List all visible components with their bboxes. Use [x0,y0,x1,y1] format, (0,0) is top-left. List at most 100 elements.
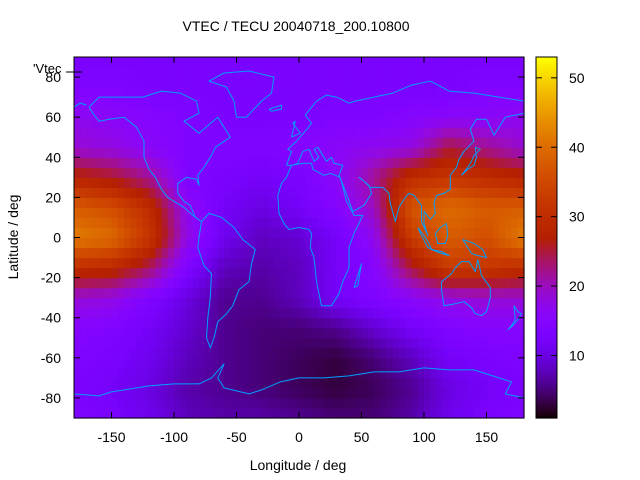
heatmap-cell [355,357,363,369]
heatmap-cell [142,87,150,98]
heatmap-cell [399,367,406,379]
heatmap-cell [349,377,356,389]
colorbar-segment [536,303,557,308]
heatmap-cell [86,57,94,68]
heatmap-cell [105,347,113,359]
heatmap-cell [105,267,113,279]
heatmap-cell [236,317,244,329]
heatmap-cell [467,407,475,419]
heatmap-cell [455,77,463,88]
heatmap-cell [324,207,331,219]
heatmap-cell [349,247,356,259]
heatmap-cell [361,397,369,409]
heatmap-cell [424,57,431,68]
heatmap-cell [192,207,200,219]
heatmap-cell [142,297,150,309]
heatmap-cell [92,247,100,259]
heatmap-cell [480,307,488,319]
heatmap-cell [311,217,319,229]
heatmap-cell [261,127,269,138]
colorbar-segment [536,357,557,362]
heatmap-cell [299,247,306,259]
heatmap-cell [486,157,494,168]
heatmap-cell [405,237,413,249]
heatmap-cell [361,247,369,259]
heatmap-cell [86,307,94,319]
heatmap-cell [361,167,369,178]
heatmap-cell [280,67,288,78]
heatmap-cell [361,267,369,279]
heatmap-cell [392,217,400,229]
heatmap-cell [155,317,163,329]
heatmap-cell [242,397,250,409]
heatmap-cell [136,107,144,118]
heatmap-cell [180,367,188,379]
heatmap-cell [399,77,406,88]
colorbar-segment [536,408,557,413]
heatmap-cell [167,167,175,178]
heatmap-cell [455,127,463,138]
heatmap-cell [217,367,225,379]
colorbar-segment [536,390,557,395]
heatmap-cell [424,217,431,229]
heatmap-cell [417,137,425,148]
heatmap-cell [374,297,381,309]
heatmap-cell [74,307,81,319]
heatmap-cell [461,57,469,68]
heatmap-cell [136,377,144,389]
heatmap-cell [186,217,194,229]
heatmap-cell [274,287,281,299]
heatmap-cell [417,177,425,188]
heatmap-cell [486,277,494,289]
heatmap-cell [255,97,263,108]
heatmap-cell [267,377,275,389]
heatmap-cell [436,127,444,138]
heatmap-cell [255,107,263,118]
x-tick-label: 150 [475,429,499,445]
heatmap-cell [374,387,381,399]
heatmap-cell [411,367,419,379]
heatmap-cell [417,317,425,329]
heatmap-cell [130,127,138,138]
heatmap-cell [517,197,525,209]
heatmap-cell [74,77,81,88]
heatmap-cell [380,107,388,118]
heatmap-cell [292,387,300,399]
heatmap-cell [386,257,394,269]
heatmap-cell [267,307,275,319]
heatmap-cell [355,147,363,158]
heatmap-cell [224,397,231,409]
heatmap-cell [192,227,200,239]
colorbar-segment [536,129,557,133]
heatmap-cell [305,317,313,329]
heatmap-cell [249,97,256,108]
heatmap-cell [199,77,206,88]
heatmap-cell [417,357,425,369]
heatmap-cell [267,277,275,289]
heatmap-cell [111,317,119,329]
heatmap-cell [161,287,169,299]
colorbar-segment [536,192,557,196]
heatmap-cell [492,87,500,98]
heatmap-cell [155,227,163,239]
heatmap-cell [205,207,213,219]
continent-outline [353,263,362,289]
heatmap-cell [511,147,519,158]
heatmap-cell [155,137,163,148]
colorbar-segment [536,240,557,245]
heatmap-cell [499,307,506,319]
heatmap-cell [399,107,406,118]
heatmap-cell [436,57,444,68]
heatmap-cell [336,407,344,419]
colorbar-segment [536,315,557,320]
heatmap-cell [336,227,344,239]
heatmap-cell [430,297,438,309]
heatmap-cell [86,247,94,259]
heatmap-cell [274,327,281,339]
heatmap-cell [105,187,113,198]
heatmap-cell [99,327,106,339]
heatmap-cell [280,207,288,219]
heatmap-cell [86,377,94,389]
heatmap-cell [367,337,375,349]
heatmap-cell [286,147,294,158]
